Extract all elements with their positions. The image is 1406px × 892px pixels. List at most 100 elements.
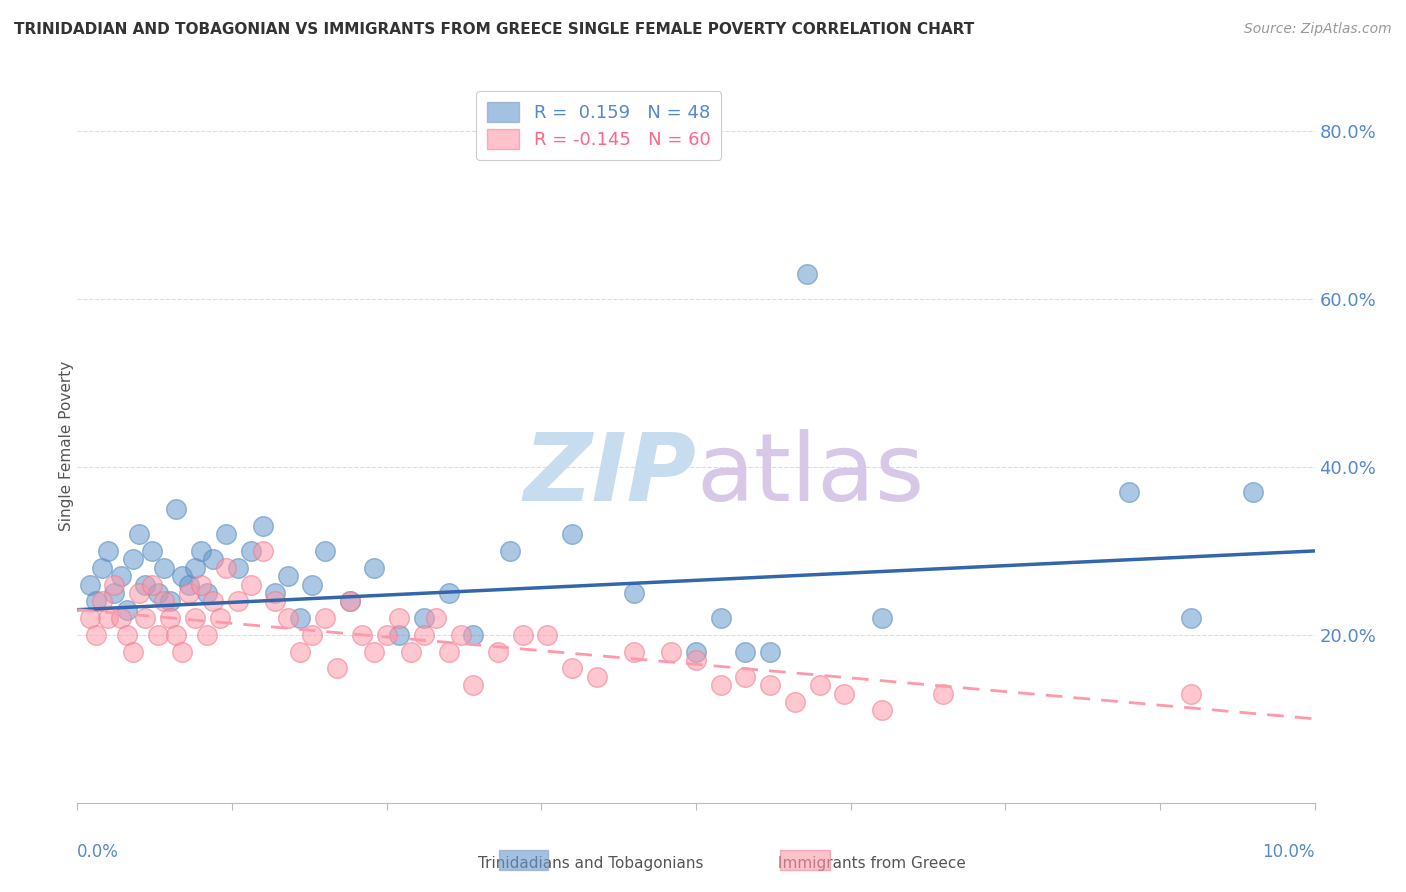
Point bbox=[339, 594, 361, 608]
Point bbox=[450, 628, 472, 642]
Point bbox=[277, 569, 299, 583]
Text: Trinidadians and Tobagonians: Trinidadians and Tobagonians bbox=[478, 856, 703, 871]
Point bbox=[202, 552, 225, 566]
Point bbox=[79, 577, 101, 591]
Point bbox=[759, 645, 782, 659]
Point bbox=[252, 518, 274, 533]
Point bbox=[463, 628, 485, 642]
Point bbox=[190, 544, 212, 558]
Point bbox=[128, 586, 150, 600]
Point bbox=[115, 628, 138, 642]
Text: ZIP: ZIP bbox=[523, 428, 696, 521]
Point bbox=[103, 586, 125, 600]
Point bbox=[870, 611, 893, 625]
Point bbox=[115, 603, 138, 617]
Point bbox=[932, 687, 955, 701]
Point bbox=[586, 670, 609, 684]
Point bbox=[363, 560, 385, 574]
Point bbox=[122, 552, 145, 566]
Point bbox=[1180, 611, 1202, 625]
Point bbox=[759, 678, 782, 692]
Point bbox=[165, 628, 187, 642]
Point bbox=[388, 611, 411, 625]
Point bbox=[685, 645, 707, 659]
Point bbox=[226, 560, 249, 574]
Point bbox=[783, 695, 806, 709]
Point bbox=[425, 611, 447, 625]
Text: 10.0%: 10.0% bbox=[1263, 843, 1315, 861]
Point bbox=[239, 577, 262, 591]
Point bbox=[870, 703, 893, 717]
Point bbox=[110, 611, 132, 625]
Point bbox=[486, 645, 509, 659]
Point bbox=[177, 586, 200, 600]
Point bbox=[401, 645, 423, 659]
Y-axis label: Single Female Poverty: Single Female Poverty bbox=[59, 361, 73, 531]
Point bbox=[710, 611, 733, 625]
Point bbox=[288, 611, 311, 625]
Point bbox=[734, 670, 756, 684]
Point bbox=[141, 544, 163, 558]
Point bbox=[277, 611, 299, 625]
Point bbox=[499, 544, 522, 558]
Point bbox=[91, 560, 114, 574]
Point bbox=[91, 594, 114, 608]
Point bbox=[146, 586, 169, 600]
Point bbox=[808, 678, 831, 692]
Point bbox=[84, 594, 107, 608]
Point bbox=[103, 577, 125, 591]
Point bbox=[437, 645, 460, 659]
Point bbox=[146, 628, 169, 642]
Point bbox=[796, 267, 818, 281]
Point bbox=[314, 611, 336, 625]
Text: Immigrants from Greece: Immigrants from Greece bbox=[778, 856, 966, 871]
Point bbox=[84, 628, 107, 642]
Point bbox=[215, 527, 238, 541]
Point bbox=[1118, 485, 1140, 500]
Point bbox=[685, 653, 707, 667]
Point bbox=[264, 586, 287, 600]
Point bbox=[141, 577, 163, 591]
Point bbox=[128, 527, 150, 541]
Text: atlas: atlas bbox=[696, 428, 924, 521]
Point bbox=[363, 645, 385, 659]
Point bbox=[301, 628, 323, 642]
Point bbox=[165, 502, 187, 516]
Point bbox=[177, 577, 200, 591]
Point bbox=[512, 628, 534, 642]
Point bbox=[561, 661, 583, 675]
Point bbox=[710, 678, 733, 692]
Point bbox=[79, 611, 101, 625]
Point bbox=[561, 527, 583, 541]
Point bbox=[159, 594, 181, 608]
Point bbox=[172, 569, 194, 583]
Point bbox=[195, 628, 218, 642]
Point bbox=[463, 678, 485, 692]
Text: Source: ZipAtlas.com: Source: ZipAtlas.com bbox=[1244, 22, 1392, 37]
Point bbox=[1241, 485, 1264, 500]
Point bbox=[350, 628, 373, 642]
Point bbox=[97, 611, 120, 625]
Point bbox=[97, 544, 120, 558]
Point bbox=[412, 611, 434, 625]
Point bbox=[159, 611, 181, 625]
Point bbox=[172, 645, 194, 659]
Point bbox=[734, 645, 756, 659]
Point bbox=[202, 594, 225, 608]
Point bbox=[659, 645, 682, 659]
Point bbox=[190, 577, 212, 591]
Point bbox=[412, 628, 434, 642]
Point bbox=[314, 544, 336, 558]
Point bbox=[339, 594, 361, 608]
Legend: R =  0.159   N = 48, R = -0.145   N = 60: R = 0.159 N = 48, R = -0.145 N = 60 bbox=[477, 91, 721, 160]
Text: TRINIDADIAN AND TOBAGONIAN VS IMMIGRANTS FROM GREECE SINGLE FEMALE POVERTY CORRE: TRINIDADIAN AND TOBAGONIAN VS IMMIGRANTS… bbox=[14, 22, 974, 37]
Point bbox=[153, 594, 176, 608]
Point bbox=[326, 661, 349, 675]
Point bbox=[226, 594, 249, 608]
Point bbox=[239, 544, 262, 558]
Point bbox=[437, 586, 460, 600]
Point bbox=[288, 645, 311, 659]
Point bbox=[1180, 687, 1202, 701]
Point bbox=[388, 628, 411, 642]
Point bbox=[301, 577, 323, 591]
